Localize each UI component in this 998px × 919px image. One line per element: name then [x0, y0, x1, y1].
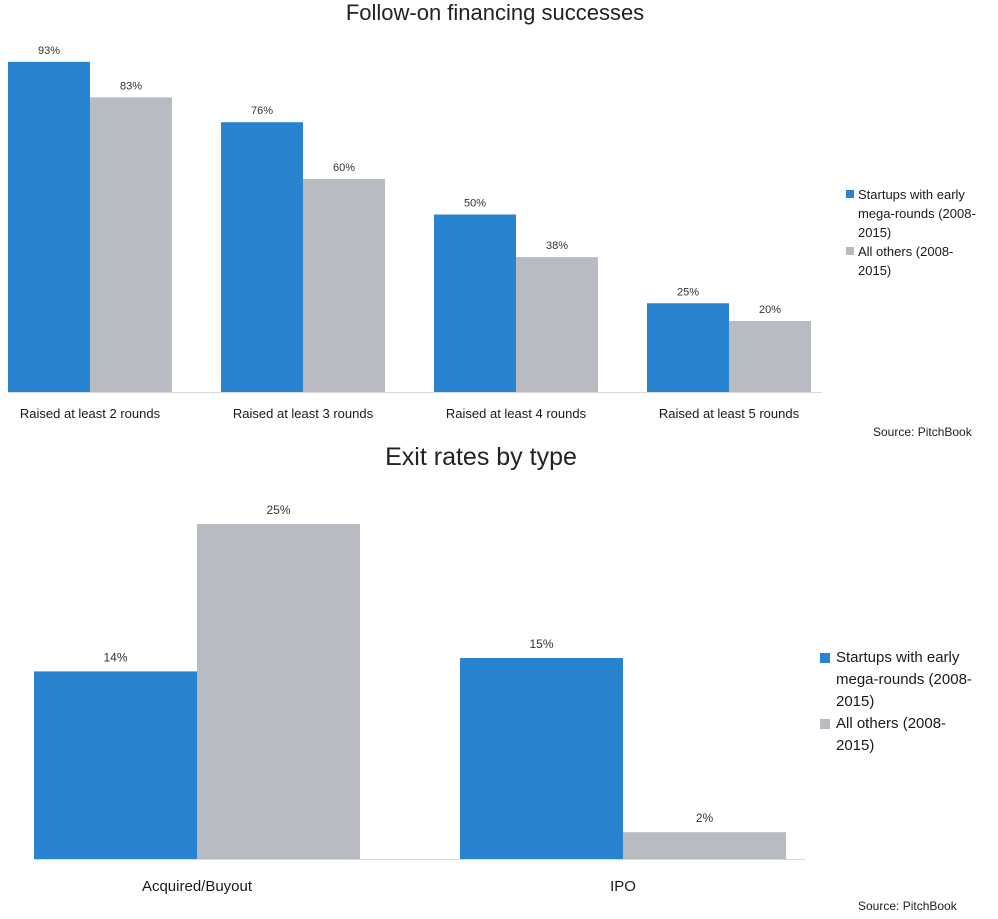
category-label-chart1-0: Raised at least 2 rounds	[20, 406, 161, 421]
bar-chart2-series2-1	[623, 832, 786, 859]
category-label-chart2-1: IPO	[610, 878, 636, 895]
legend-label-line: 2015)	[858, 263, 892, 278]
data-label-chart1-series2-0: 83%	[120, 80, 142, 92]
chart2-source: Source: PitchBook	[858, 899, 957, 913]
legend-entry-others: All others (2008- 2015)	[846, 242, 976, 280]
bar-chart1-series2-1	[303, 179, 385, 392]
legend-label-line: mega-rounds (2008-	[858, 206, 976, 221]
chart1-legend: Startups with early mega-rounds (2008- 2…	[846, 185, 976, 280]
chart2-title: Exit rates by type	[385, 443, 577, 471]
legend-label-line: Startups with early	[836, 649, 960, 666]
chart2-legend: Startups with early mega-rounds (2008- 2…	[820, 647, 972, 757]
data-label-chart1-series1-3: 25%	[677, 286, 699, 298]
chart1-source: Source: PitchBook	[873, 425, 972, 439]
data-label-chart1-series1-1: 76%	[251, 105, 273, 117]
legend-label-line: 2015)	[836, 693, 875, 710]
legend-swatch-others	[820, 719, 830, 729]
legend-swatch-others	[846, 247, 854, 255]
category-label-chart2-0: Acquired/Buyout	[142, 878, 253, 895]
data-label-chart2-series2-1: 2%	[696, 811, 714, 825]
legend-entry-others: All others (2008- 2015)	[820, 713, 972, 757]
legend-label-line: Startups with early	[858, 187, 965, 202]
data-label-chart2-series1-0: 14%	[103, 650, 127, 664]
bar-chart1-series2-0	[90, 97, 172, 392]
legend-label-line: mega-rounds (2008-	[836, 671, 972, 688]
data-label-chart1-series2-1: 60%	[333, 162, 355, 174]
bar-chart1-series1-3	[647, 303, 729, 392]
data-label-chart1-series2-2: 38%	[546, 240, 568, 252]
bar-chart1-series2-2	[516, 257, 598, 392]
data-label-chart2-series2-0: 25%	[266, 503, 290, 517]
category-label-chart1-2: Raised at least 4 rounds	[446, 406, 587, 421]
legend-entry-startups: Startups with early mega-rounds (2008- 2…	[846, 185, 976, 242]
bar-chart2-series1-1	[460, 658, 623, 859]
bar-chart1-series1-2	[434, 214, 516, 392]
category-label-chart1-1: Raised at least 3 rounds	[233, 406, 374, 421]
legend-entry-startups: Startups with early mega-rounds (2008- 2…	[820, 647, 972, 713]
bar-chart1-series1-1	[221, 122, 303, 392]
legend-label-line: 2015)	[836, 737, 875, 754]
data-label-chart1-series1-2: 50%	[464, 198, 486, 210]
category-label-chart1-3: Raised at least 5 rounds	[659, 406, 800, 421]
chart1-title: Follow-on financing successes	[345, 0, 645, 25]
bar-chart1-series2-3	[729, 321, 811, 392]
legend-swatch-startups	[820, 653, 830, 663]
bar-chart2-series1-0	[34, 671, 197, 859]
legend-label-line: All others (2008-	[858, 244, 954, 259]
legend-swatch-startups	[846, 190, 854, 198]
data-label-chart1-series2-3: 20%	[759, 304, 781, 316]
bar-chart2-series2-0	[197, 524, 360, 859]
data-label-chart2-series1-1: 15%	[529, 637, 553, 651]
legend-label-line: All others (2008-	[836, 715, 947, 732]
data-label-chart1-series1-0: 93%	[38, 45, 60, 57]
legend-label-line: 2015)	[858, 225, 892, 240]
bar-chart1-series1-0	[8, 61, 90, 392]
